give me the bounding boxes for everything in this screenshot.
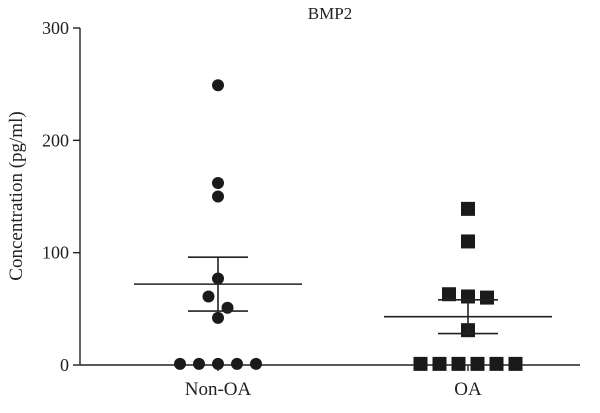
data-point-circle xyxy=(174,357,186,370)
summary-bars xyxy=(134,256,552,335)
data-point-circle xyxy=(250,357,262,370)
chart-title: BMP2 xyxy=(308,4,352,23)
x-category-label: Non-OA xyxy=(185,379,252,400)
data-point-circle xyxy=(202,290,215,303)
data-point-circle xyxy=(212,357,224,370)
data-point-square xyxy=(461,201,475,216)
data-point-circle xyxy=(212,177,224,190)
y-tick-label: 200 xyxy=(42,130,69,150)
y-axis-label: Concentration (pg/ml) xyxy=(6,111,27,280)
data-point-circle xyxy=(212,311,224,324)
x-categories: Non-OA OA xyxy=(185,365,482,400)
y-tick-label: 100 xyxy=(42,243,69,263)
x-category-label: OA xyxy=(454,379,482,400)
data-point-circle xyxy=(193,357,205,370)
data-point-square xyxy=(470,356,485,371)
y-ticks: 0 100 200 300 xyxy=(42,18,80,375)
data-point-circle xyxy=(231,357,243,370)
y-tick-label: 0 xyxy=(60,355,69,375)
data-point-circle xyxy=(212,79,224,92)
data-point-square xyxy=(489,356,504,371)
data-point-circle xyxy=(212,190,224,203)
y-tick-label: 300 xyxy=(42,18,69,38)
data-point-square xyxy=(413,356,428,371)
data-point-square xyxy=(432,356,447,371)
data-points xyxy=(174,79,523,371)
data-point-square xyxy=(451,356,466,371)
data-point-square xyxy=(461,234,475,249)
data-point-square xyxy=(508,356,523,371)
data-point-circle xyxy=(221,301,234,314)
data-point-square xyxy=(480,290,494,305)
data-point-square xyxy=(442,287,456,302)
